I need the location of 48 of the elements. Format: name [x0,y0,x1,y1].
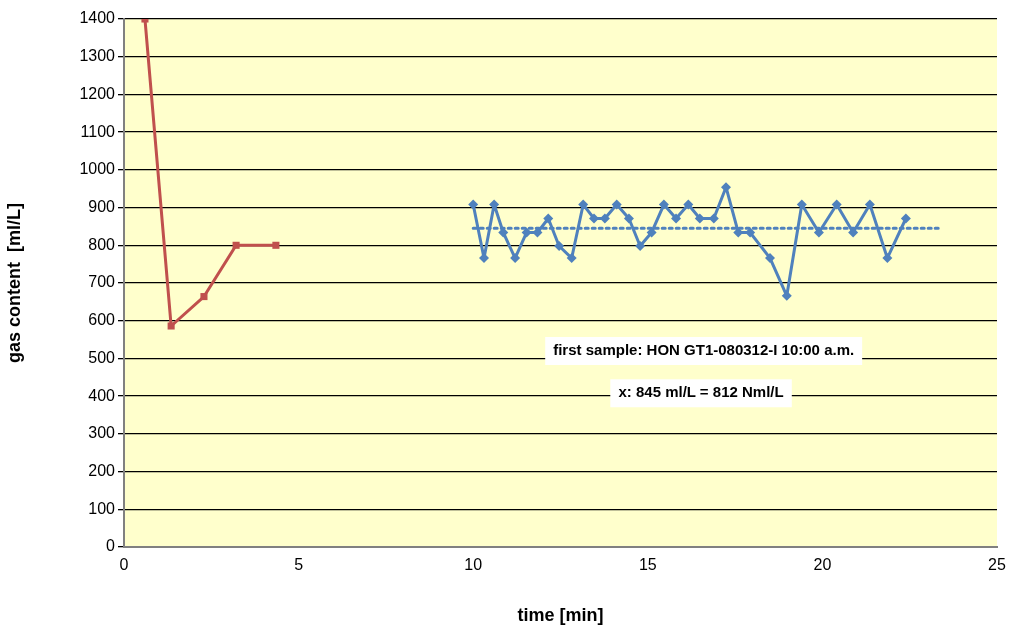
y-tick-label: 1400 [79,9,116,27]
y-tick-label: 700 [88,273,116,291]
y-tick-label: 1200 [79,84,116,102]
point [611,199,622,210]
point [543,213,554,224]
y-tick-label: 1000 [79,160,116,178]
y-tick-label: 300 [88,424,116,442]
point [658,199,669,210]
y-tick-label: 100 [88,499,116,517]
y-tick-label: 500 [88,348,116,366]
y-tick-label: 1300 [79,47,116,65]
point [765,253,776,264]
annotation: x: 845 ml/L = 812 Nml/L [618,383,784,401]
point [200,293,208,301]
point [578,199,589,210]
point [683,199,694,210]
point [745,227,756,238]
annotation: first sample: HON GT1-080312-I 10:00 a.m. [553,341,855,359]
y-tick-label: 400 [88,386,116,404]
y-tick-label: 800 [88,235,116,253]
point [671,213,682,224]
point [232,241,240,249]
x-tick-label: 5 [294,556,304,574]
point [167,322,175,330]
point [566,253,577,264]
y-tick-label: 0 [106,537,116,555]
x-tick-label: 15 [638,556,657,574]
y-tick-label: 1100 [80,122,116,140]
point [831,199,842,210]
x-tick-label: 0 [119,556,129,574]
x-tick-label: 20 [813,556,832,574]
y-tick-label: 600 [88,311,116,329]
point [694,213,705,224]
point [468,199,479,210]
point [882,253,893,264]
x-axis-title: time [min] [517,605,604,626]
point [864,199,875,210]
point [900,213,911,224]
y-tick-label: 200 [88,461,116,479]
y-axis-title: gas content [ml/L] [3,202,24,364]
y-tick-label: 900 [88,197,116,215]
point [554,241,565,252]
x-tick-label: 10 [464,556,483,574]
point [272,241,280,249]
point [635,241,646,252]
point [623,213,634,224]
x-tick-label: 25 [988,556,1006,574]
point [510,253,521,264]
